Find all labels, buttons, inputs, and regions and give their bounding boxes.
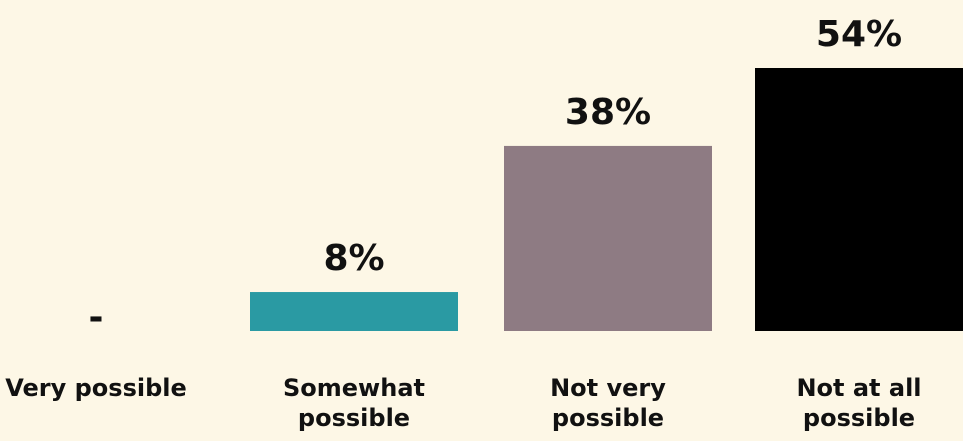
category-label-3-line-0: Not at all — [796, 374, 921, 402]
value-label-1: 8% — [323, 238, 384, 279]
bar-1 — [250, 292, 458, 331]
value-label-0: - — [89, 297, 104, 338]
category-label-0-line-0: Very possible — [5, 374, 187, 402]
value-label-2: 38% — [565, 92, 651, 133]
category-label-1-line-0: Somewhat — [283, 374, 425, 402]
value-label-3: 54% — [816, 14, 902, 55]
category-label-3-line-1: possible — [803, 404, 915, 432]
category-label-1-line-1: possible — [298, 404, 410, 432]
bar-2 — [504, 145, 712, 331]
category-label-2-line-1: possible — [552, 404, 664, 432]
category-label-2-line-0: Not very — [550, 374, 666, 402]
bar-3 — [755, 68, 963, 331]
